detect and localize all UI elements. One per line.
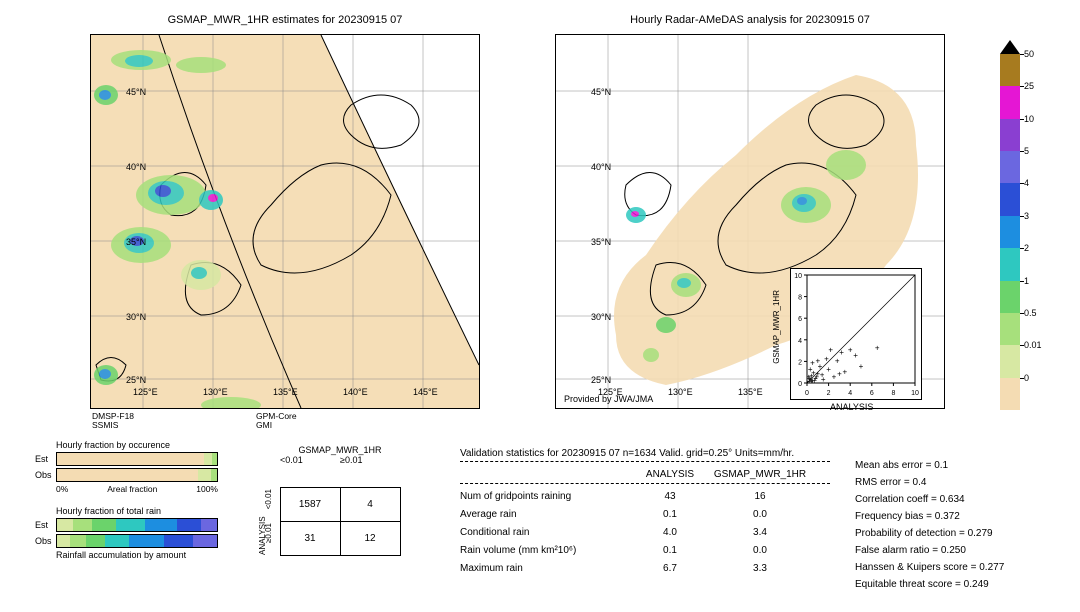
fraction-total-sub: Rainfall accumulation by amount — [56, 550, 218, 560]
svg-text:130°E: 130°E — [203, 387, 228, 397]
svg-text:0: 0 — [798, 381, 802, 388]
metrics-list: Mean abs error = 0.1RMS error = 0.4Corre… — [855, 457, 1004, 593]
svg-text:+: + — [814, 373, 819, 382]
svg-text:+: + — [839, 348, 844, 357]
metric-row: Frequency bias = 0.372 — [855, 508, 1004, 525]
svg-text:135°E: 135°E — [273, 387, 298, 397]
fraction-occ-obs: Obs — [56, 468, 218, 482]
metric-row: Mean abs error = 0.1 — [855, 457, 1004, 474]
fraction-occ-title: Hourly fraction by occurence — [56, 440, 218, 450]
metric-row: RMS error = 0.4 — [855, 474, 1004, 491]
svg-text:4: 4 — [848, 390, 852, 397]
stats-title: Validation statistics for 20230915 07 n=… — [460, 448, 830, 459]
stats-table: Validation statistics for 20230915 07 n=… — [460, 448, 830, 577]
colorbar-tick: 5 — [1024, 146, 1029, 156]
svg-text:+: + — [875, 344, 880, 353]
svg-text:35°N: 35°N — [126, 237, 146, 247]
svg-text:40°N: 40°N — [591, 162, 611, 172]
svg-text:10: 10 — [794, 273, 802, 280]
svg-text:+: + — [815, 357, 820, 366]
stats-row: Average rain0.10.0 — [460, 505, 830, 523]
svg-text:2: 2 — [827, 390, 831, 397]
svg-text:+: + — [837, 369, 842, 378]
svg-text:+: + — [853, 351, 858, 360]
svg-text:+: + — [826, 365, 831, 374]
stats-row: Maximum rain6.73.3 — [460, 559, 830, 577]
colorbar-tick: 0.01 — [1024, 340, 1042, 350]
svg-text:+: + — [810, 359, 815, 368]
svg-text:+: + — [832, 373, 837, 382]
svg-text:10: 10 — [911, 390, 919, 397]
scatter-ylabel: GSMAP_MWR_1HR — [772, 290, 781, 364]
stats-row: Rain volume (mm km²10⁶)0.10.0 — [460, 541, 830, 559]
left-map: 45°N 40°N 35°N 30°N 25°N 125°E 130°E 135°E 1… — [90, 34, 480, 409]
svg-text:30°N: 30°N — [591, 312, 611, 322]
colorbar-tick: 1 — [1024, 276, 1029, 286]
scatter-xlabel: ANALYSIS — [830, 402, 873, 412]
sat2-label: GPM-CoreGMI — [256, 412, 297, 431]
svg-text:130°E: 130°E — [668, 387, 693, 397]
colorbar-tick: 4 — [1024, 178, 1029, 188]
ct-11: 12 — [340, 521, 401, 556]
svg-text:+: + — [824, 354, 829, 363]
fraction-occ-est: Est — [56, 452, 218, 466]
svg-text:+: + — [828, 346, 833, 355]
svg-text:+: + — [848, 346, 853, 355]
fraction-total-est: Est — [56, 518, 218, 532]
colorbar-tick: 3 — [1024, 211, 1029, 221]
contingency-table: GSMAP_MWR_1HR <0.01 ≥0.01 ANALYSIS 1587 … — [258, 445, 400, 555]
colorbar-tick: 50 — [1024, 49, 1034, 59]
colorbar-tick: 25 — [1024, 81, 1034, 91]
svg-text:45°N: 45°N — [591, 87, 611, 97]
svg-text:25°N: 25°N — [591, 375, 611, 385]
svg-text:35°N: 35°N — [591, 237, 611, 247]
metric-row: False alarm ratio = 0.250 — [855, 542, 1004, 559]
svg-text:8: 8 — [798, 295, 802, 302]
svg-text:25°N: 25°N — [126, 375, 146, 385]
stats-row: Num of gridpoints raining4316 — [460, 487, 830, 505]
svg-text:+: + — [842, 367, 847, 376]
fraction-total-obs: Obs — [56, 534, 218, 548]
svg-text:0: 0 — [805, 390, 809, 397]
svg-text:4: 4 — [798, 338, 802, 345]
svg-text:135°E: 135°E — [738, 387, 763, 397]
svg-text:125°E: 125°E — [133, 387, 158, 397]
sat1-label: DMSP-F18SSMIS — [92, 412, 134, 431]
svg-text:+: + — [859, 362, 864, 371]
svg-text:6: 6 — [870, 390, 874, 397]
svg-text:6: 6 — [798, 316, 802, 323]
ct-00: 1587 — [280, 487, 341, 522]
svg-text:140°E: 140°E — [343, 387, 368, 397]
ct-01: 4 — [340, 487, 401, 522]
stats-row: Conditional rain4.03.4 — [460, 523, 830, 541]
colorbar-tick: 0.5 — [1024, 308, 1037, 318]
right-map-title: Hourly Radar-AMeDAS analysis for 2023091… — [555, 14, 945, 26]
left-map-title: GSMAP_MWR_1HR estimates for 20230915 07 — [90, 14, 480, 26]
svg-text:+: + — [835, 357, 840, 366]
provided-by: Provided by JWA/JMA — [564, 394, 653, 404]
svg-text:40°N: 40°N — [126, 162, 146, 172]
colorbar: 502510543210.50.010 — [1000, 40, 1020, 410]
svg-text:2: 2 — [798, 359, 802, 366]
metric-row: Hanssen & Kuipers score = 0.277 — [855, 559, 1004, 576]
svg-text:+: + — [806, 373, 811, 382]
svg-text:45°N: 45°N — [126, 87, 146, 97]
fraction-total: Hourly fraction of total rain Est Obs Ra… — [56, 506, 218, 562]
svg-text:30°N: 30°N — [126, 312, 146, 322]
metric-row: Equitable threat score = 0.249 — [855, 576, 1004, 593]
svg-text:8: 8 — [891, 390, 895, 397]
colorbar-tick: 0 — [1024, 373, 1029, 383]
colorbar-tick: 2 — [1024, 243, 1029, 253]
metric-row: Correlation coeff = 0.634 — [855, 491, 1004, 508]
scatter-plot: 00224466881010++++++++++++++++++++++++++… — [790, 268, 922, 400]
colorbar-tick: 10 — [1024, 114, 1034, 124]
fraction-occurrence: Hourly fraction by occurence Est Obs 0% … — [56, 440, 218, 494]
svg-text:145°E: 145°E — [413, 387, 438, 397]
fraction-total-title: Hourly fraction of total rain — [56, 506, 218, 516]
svg-text:+: + — [820, 371, 825, 380]
ct-10: 31 — [280, 521, 341, 556]
metric-row: Probability of detection = 0.279 — [855, 525, 1004, 542]
